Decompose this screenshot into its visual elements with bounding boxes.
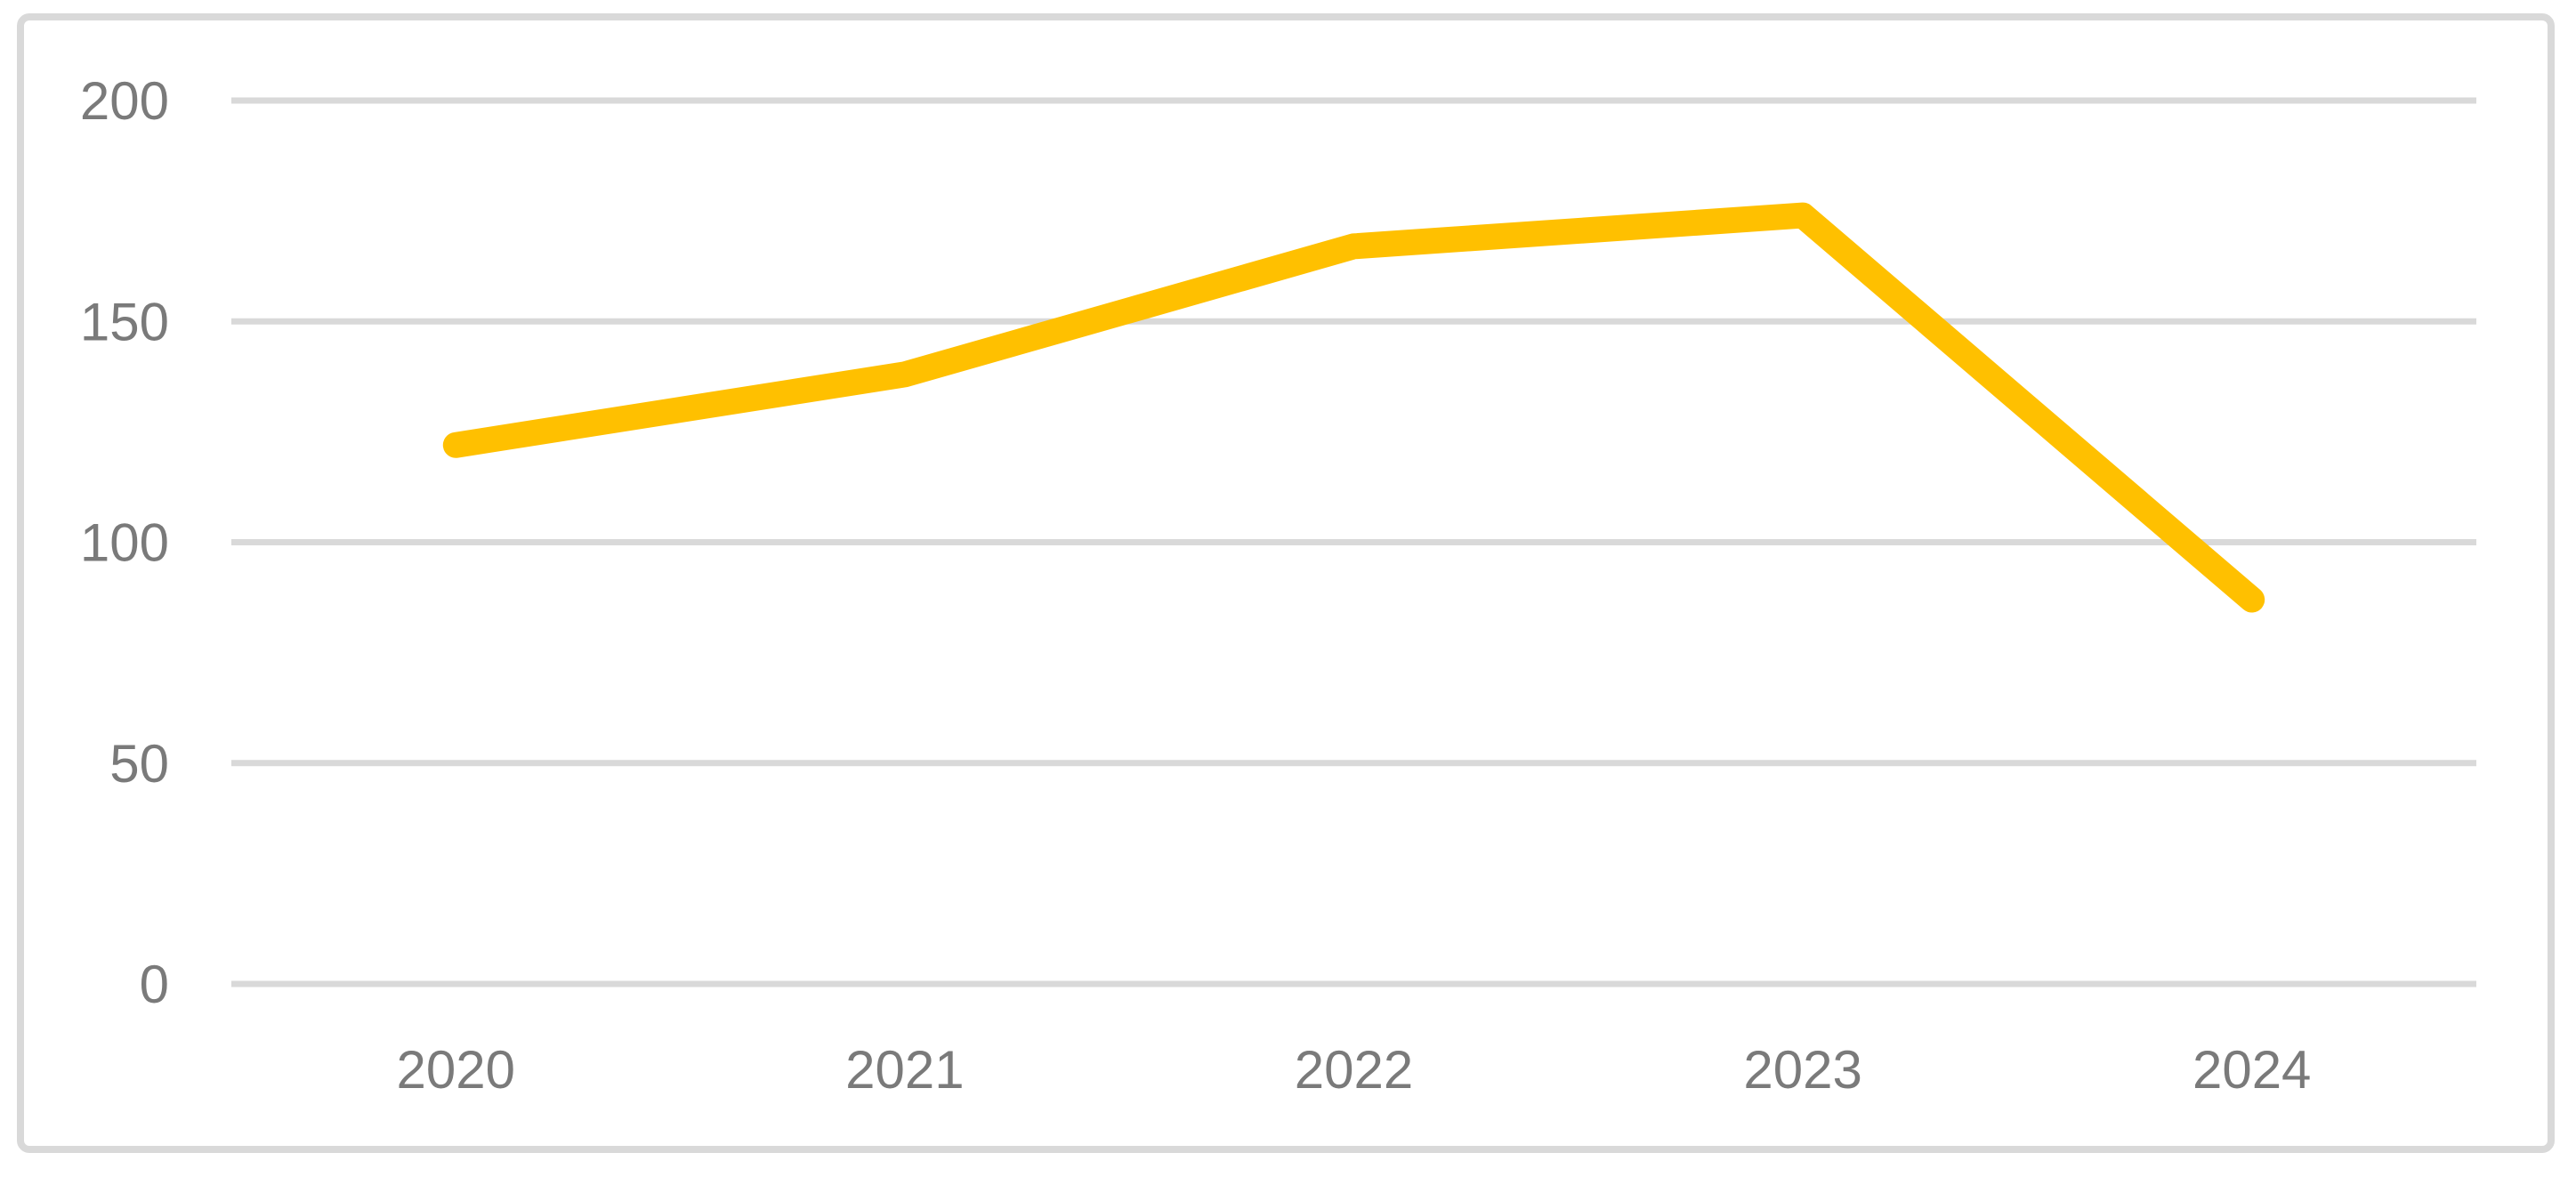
chart-border-frame xyxy=(17,13,2555,1153)
x-axis-tick-labels: 2020 2021 2022 2023 2024 xyxy=(397,1040,2312,1100)
y-tick-label: 150 xyxy=(80,292,169,351)
data-line xyxy=(442,202,2265,613)
x-tick-label: 2021 xyxy=(845,1040,964,1100)
x-tick-label: 2020 xyxy=(397,1040,515,1100)
x-tick-label: 2022 xyxy=(1295,1040,1413,1100)
x-tick-label: 2024 xyxy=(2192,1040,2311,1100)
y-tick-label: 50 xyxy=(109,734,169,794)
data-series-group xyxy=(442,202,2265,613)
y-tick-label: 100 xyxy=(80,513,169,573)
x-tick-label: 2023 xyxy=(1743,1040,1861,1100)
y-tick-label: 200 xyxy=(80,71,169,131)
y-axis-tick-labels: 0 50 100 150 200 xyxy=(80,71,169,1014)
y-tick-label: 0 xyxy=(140,955,169,1014)
gridlines-group xyxy=(231,97,2476,988)
